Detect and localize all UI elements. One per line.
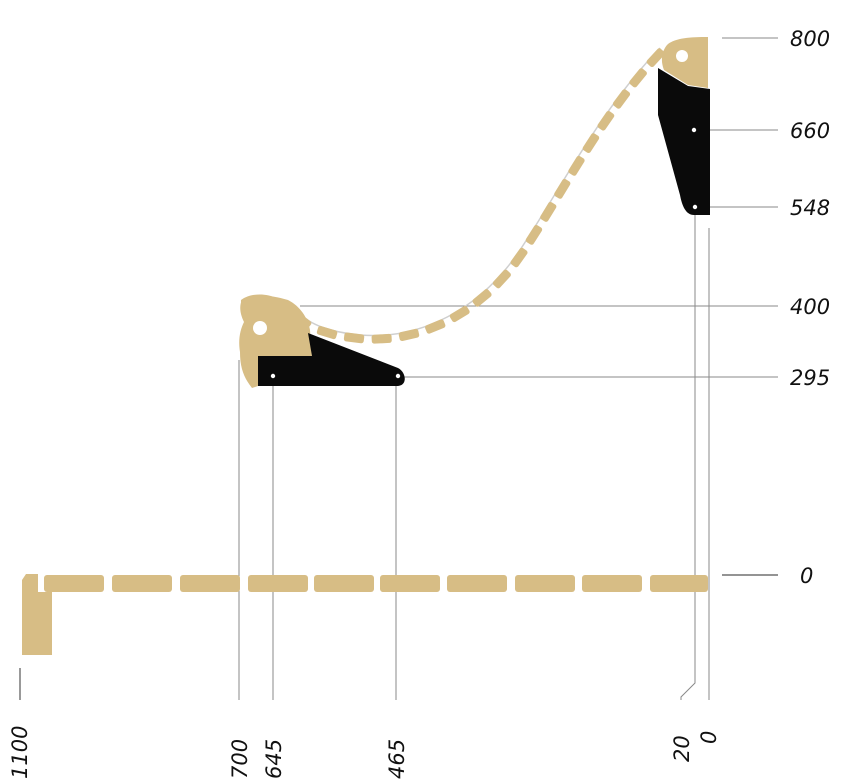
bottom-straight-slats [22,574,708,655]
bottom-slat-4 [248,575,308,592]
dimension-guide-lines [19,37,778,700]
curved-slat-14 [425,319,446,334]
horizontal-dimension-labels: 1100 700 645 465 20 0 [8,726,721,779]
bottom-left-end-slat [22,574,52,655]
bottom-slat-9 [582,575,642,592]
curved-slat-2 [629,68,647,88]
curtain-curve [297,47,661,337]
bottom-slat-8 [515,575,575,592]
bottom-slat-5 [314,575,374,592]
bottom-slat-3 [180,575,240,592]
curved-slat-12 [472,289,492,307]
mid-left-end-cap-top [241,294,276,308]
curved-slat-13 [449,305,470,323]
curved-slat-3 [612,89,631,109]
mid-left-bracket-hole-1 [270,373,276,379]
bottom-slat-10 [650,575,708,592]
curved-slat-4 [597,110,615,131]
mid-left-assembly [239,294,405,388]
curved-slat-10 [510,247,528,268]
dim-label-0-right: 0 [800,564,813,588]
curved-slat-5 [582,133,600,153]
mid-left-end-cap [239,295,312,388]
curved-slat-17 [343,332,365,344]
curved-slat-18 [316,325,338,340]
dim-label-1100: 1100 [8,726,32,779]
dim-label-400: 400 [790,295,830,319]
curved-slat-7 [554,178,571,199]
curved-slat-6 [568,155,585,176]
bottom-slat-7 [447,575,507,592]
bottom-slat-6 [380,575,440,592]
curved-slat-16 [371,333,392,344]
top-right-assembly [658,37,710,215]
dim-label-800: 800 [790,27,830,51]
top-right-bracket-hole-1 [691,127,697,133]
curved-slat-1 [646,48,665,68]
dim-label-645: 645 [262,739,286,779]
top-right-end-cap-hole [676,50,688,62]
bottom-slat-1 [44,575,104,592]
curved-slat-9 [525,224,543,245]
top-right-bracket-hole-2 [692,204,698,210]
mid-left-end-cap-hole [253,321,267,335]
dim-label-465: 465 [385,739,409,779]
vertical-dimension-labels: 800 660 548 400 295 0 [790,27,830,588]
mid-left-bracket [258,333,405,386]
mid-left-bracket-hole-2 [395,373,401,379]
dim-label-660: 660 [790,119,830,143]
curved-slat-8 [540,201,557,222]
dim-label-20: 20 [670,735,694,762]
curved-slats [292,48,665,344]
top-right-bracket [658,68,710,215]
curved-slat-11 [492,269,511,289]
top-right-end-cap [661,37,708,88]
curved-slat-15 [398,328,420,342]
dim-label-700: 700 [228,739,252,779]
guide-20 [680,210,696,700]
dim-label-0-bottom: 0 [697,731,721,744]
dim-label-295: 295 [790,366,830,390]
bottom-slat-2 [112,575,172,592]
dim-label-548: 548 [790,196,830,220]
